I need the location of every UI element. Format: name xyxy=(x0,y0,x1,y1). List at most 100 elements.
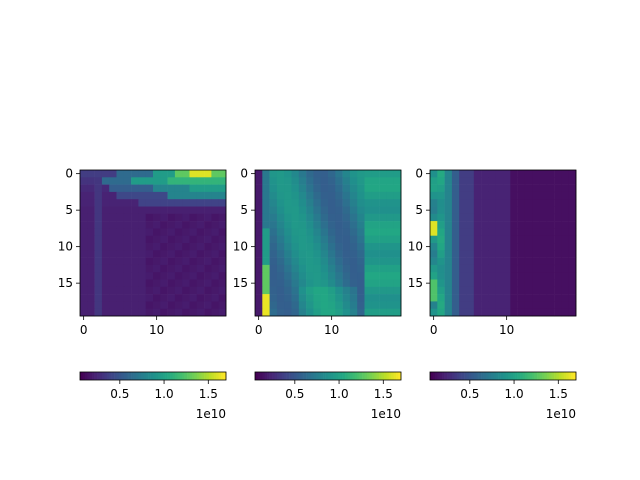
heatmap-cell xyxy=(539,213,548,222)
heatmap-cell xyxy=(379,294,387,302)
heatmap-cell xyxy=(342,286,351,295)
heatmap-cell xyxy=(495,191,504,200)
heatmap-cell xyxy=(131,221,139,229)
heatmap-cell xyxy=(488,279,496,288)
heatmap-cell xyxy=(451,206,460,215)
heatmap-cell xyxy=(255,191,263,200)
heatmap-cell xyxy=(80,184,88,193)
heatmap-cell xyxy=(495,170,504,178)
colorbar-segment xyxy=(512,372,516,380)
heatmap-cell xyxy=(393,213,402,222)
heatmap-cell xyxy=(371,301,380,309)
heatmap-cell xyxy=(167,279,176,288)
heatmap-cell xyxy=(481,286,489,295)
heatmap-cell xyxy=(160,257,168,266)
heatmap-cell xyxy=(364,199,373,207)
heatmap-cell xyxy=(524,199,533,207)
heatmap-cell xyxy=(473,177,482,185)
heatmap-cell xyxy=(218,184,227,193)
heatmap-cell xyxy=(204,170,212,178)
colorbar-segment xyxy=(318,372,321,380)
colorbar-segment xyxy=(255,372,258,380)
heatmap-cell xyxy=(255,301,263,309)
colorbar-segment xyxy=(386,372,390,380)
heatmap-cell xyxy=(488,206,496,215)
heatmap-cell xyxy=(153,272,161,280)
heatmap-cell xyxy=(291,294,300,302)
heatmap-cell xyxy=(138,257,146,266)
heatmap-cell xyxy=(269,272,278,280)
heatmap-cell xyxy=(211,184,219,193)
heatmap-cell xyxy=(123,257,132,266)
heatmap-cell xyxy=(204,250,212,258)
colorbar-segment xyxy=(473,372,477,380)
heatmap-cell xyxy=(138,184,146,193)
colorbar-frame xyxy=(254,371,402,381)
heatmap-cell xyxy=(386,170,394,178)
heatmap-cell xyxy=(138,264,146,273)
colorbar-segment xyxy=(563,372,567,380)
colorbar-segment xyxy=(381,372,385,380)
heatmap-cell xyxy=(298,235,307,244)
heatmap-cell xyxy=(510,286,518,295)
heatmap-cell xyxy=(160,250,168,258)
colorbar-segment xyxy=(199,372,202,380)
heatmap-cell xyxy=(386,257,394,266)
heatmap-cell xyxy=(371,170,380,178)
heatmap-cell xyxy=(554,250,562,258)
heatmap-cell xyxy=(437,170,445,178)
heatmap-cell xyxy=(291,184,300,193)
heatmap-cell xyxy=(357,228,365,236)
heatmap-cell xyxy=(138,286,146,295)
heatmap-cell xyxy=(138,250,146,258)
heatmap-cell xyxy=(196,272,205,280)
heatmap-cell xyxy=(379,191,387,200)
heatmap-cell xyxy=(167,286,176,295)
heatmap-cell xyxy=(379,279,387,288)
y-tick-label: 0 xyxy=(240,167,248,181)
heatmap-cell xyxy=(466,191,475,200)
colorbar-segment xyxy=(495,372,499,380)
colorbar-segment xyxy=(165,372,168,380)
heatmap-cell xyxy=(364,213,373,222)
colorbar-segment xyxy=(490,372,494,380)
heatmap-cell xyxy=(306,235,314,244)
heatmap-cell xyxy=(524,257,533,266)
heatmap-cell xyxy=(123,279,132,288)
heatmap-cell xyxy=(109,228,117,236)
heatmap-cell xyxy=(196,199,205,207)
heatmap-cell xyxy=(328,177,336,185)
heatmap-cell xyxy=(306,228,314,236)
heatmap-cell xyxy=(444,250,453,258)
heatmap-cell xyxy=(357,294,365,302)
heatmap-cell xyxy=(276,213,285,222)
heatmap-cell xyxy=(284,213,292,222)
heatmap-cell xyxy=(524,294,533,302)
heatmap-cell xyxy=(204,228,212,236)
heatmap-cell xyxy=(364,191,373,200)
heatmap-cell xyxy=(488,272,496,280)
heatmap-cell xyxy=(510,264,518,273)
heatmap-cell xyxy=(371,308,380,317)
heatmap-cell xyxy=(459,213,467,222)
heatmap-cell xyxy=(503,235,511,244)
heatmap-cell xyxy=(145,235,154,244)
heatmap-cell xyxy=(306,199,314,207)
heatmap-cell xyxy=(218,294,227,302)
heatmap-cell xyxy=(532,308,540,317)
heatmap-cell xyxy=(123,264,132,273)
heatmap-cell xyxy=(510,184,518,193)
heatmap-cell xyxy=(153,228,161,236)
heatmap-cell xyxy=(218,177,227,185)
heatmap-cell xyxy=(145,250,154,258)
axes-frame xyxy=(254,169,402,317)
heatmap-cell xyxy=(320,228,329,236)
heatmap-cell xyxy=(459,250,467,258)
heatmap-cell xyxy=(87,199,95,207)
heatmap-cell xyxy=(211,243,219,251)
colorbar-segment xyxy=(432,372,436,380)
heatmap-cell xyxy=(568,250,577,258)
heatmap-cell xyxy=(510,250,518,258)
heatmap-cell xyxy=(561,279,569,288)
heatmap-cell xyxy=(503,257,511,266)
